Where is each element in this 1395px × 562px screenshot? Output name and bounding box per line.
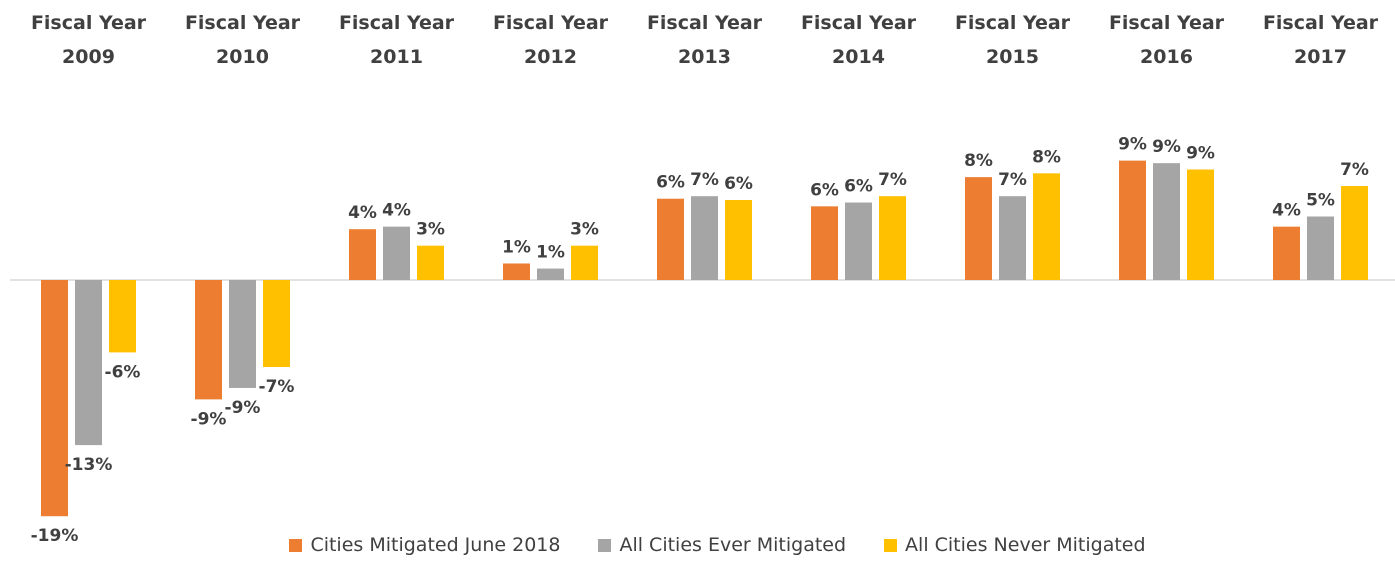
bar [811,206,838,280]
legend-item: All Cities Ever Mitigated [598,534,846,556]
legend-swatch [598,538,612,552]
data-label: 1% [536,243,565,263]
bar [1187,169,1214,280]
data-label: 5% [1306,191,1335,211]
bar [657,198,684,280]
legend-swatch [289,538,303,552]
bar [845,202,872,280]
legend-label: All Cities Ever Mitigated [619,534,847,556]
bar [725,199,752,280]
x-tick-label: Fiscal Year 2015 [954,12,1071,68]
data-label: 1% [502,237,531,257]
bar [1153,163,1180,280]
bar [109,280,136,353]
x-tick-label: Fiscal Year 2017 [1262,12,1379,68]
data-label: 3% [570,220,599,240]
legend: Cities Mitigated June 2018 All Cities Eve… [0,534,1395,556]
bar [691,196,718,280]
legend-item: All Cities Never Mitigated [884,534,1146,556]
data-label: -9% [225,398,261,418]
data-label: 4% [348,203,377,223]
data-label: -7% [259,377,295,397]
data-label: -13% [65,455,113,475]
x-tick-label: Fiscal Year 2013 [646,12,763,68]
data-label: 8% [1032,147,1061,167]
data-label: 7% [1340,160,1369,180]
data-label: 3% [416,220,445,240]
x-tick-label: Fiscal Year 2014 [800,12,917,68]
legend-label: All Cities Never Mitigated [905,534,1146,556]
data-label: 7% [690,170,719,190]
bar [195,280,222,400]
bar [1273,226,1300,280]
data-label: 9% [1186,144,1215,164]
data-label: -6% [105,362,141,382]
legend-label: Cities Mitigated June 2018 [310,534,561,556]
data-label: 6% [656,173,685,193]
data-label: 9% [1152,137,1181,157]
data-label: -19% [31,526,79,546]
bar [537,268,564,280]
x-tick-label: Fiscal Year 2011 [338,12,455,68]
bar [229,280,256,388]
bar [879,196,906,280]
bar [1033,173,1060,280]
bar [965,177,992,280]
bar [263,280,290,367]
bar [41,280,68,517]
data-label: 6% [810,180,839,200]
bar [349,229,376,280]
legend-item: Cities Mitigated June 2018 [289,534,560,556]
data-label: 8% [964,151,993,171]
data-label: 7% [878,170,907,190]
data-label: 6% [724,174,753,194]
bar [503,263,530,280]
bar [1307,216,1334,280]
x-tick-label: Fiscal Year 2012 [492,12,609,68]
x-tick-label: Fiscal Year 2009 [30,12,147,68]
bar [1341,186,1368,280]
data-label: 4% [382,201,411,221]
bar [383,226,410,280]
data-label: 6% [844,177,873,197]
data-label: -9% [191,409,227,429]
bar [999,196,1026,280]
data-label: 7% [998,170,1027,190]
data-label: 4% [1272,201,1301,221]
x-tick-label: Fiscal Year 2010 [184,12,301,68]
bar [417,245,444,280]
bar [571,245,598,280]
legend-swatch [884,538,898,552]
x-tick-label: Fiscal Year 2016 [1108,12,1225,68]
bar [75,280,102,446]
bar [1119,160,1146,280]
data-label: 9% [1118,135,1147,155]
